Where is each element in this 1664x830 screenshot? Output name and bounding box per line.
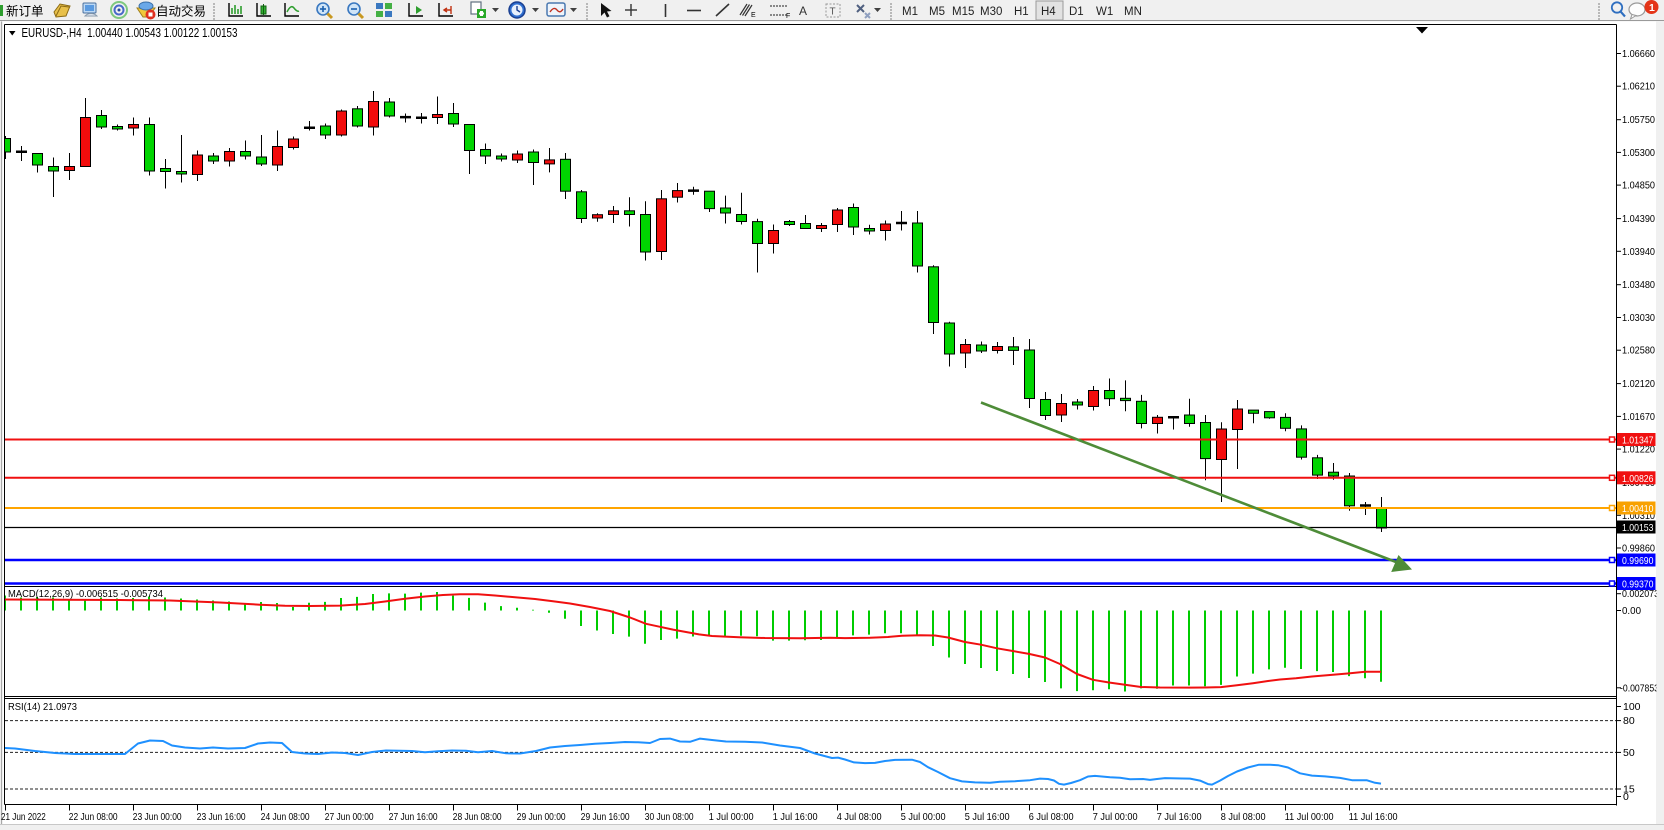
svg-text:0.00: 0.00: [1622, 605, 1641, 617]
svg-text:1.05300: 1.05300: [1622, 147, 1655, 159]
svg-text:1.00153: 1.00153: [1622, 522, 1654, 534]
svg-text:1 Jul 00:00: 1 Jul 00:00: [709, 811, 754, 823]
svg-text:0.99370: 0.99370: [1622, 579, 1654, 591]
svg-text:0.99860: 0.99860: [1622, 543, 1655, 555]
svg-text:29 Jun 00:00: 29 Jun 00:00: [517, 811, 566, 823]
svg-text:4 Jul 08:00: 4 Jul 08:00: [837, 811, 882, 823]
svg-text:1.04850: 1.04850: [1622, 180, 1655, 192]
svg-text:5 Jul 00:00: 5 Jul 00:00: [901, 811, 946, 823]
svg-text:-0.007853: -0.007853: [1620, 682, 1659, 694]
svg-text:T: T: [830, 7, 836, 18]
svg-text:27 Jun 16:00: 27 Jun 16:00: [389, 811, 438, 823]
svg-text:5 Jul 16:00: 5 Jul 16:00: [965, 811, 1010, 823]
svg-text:50: 50: [1623, 747, 1635, 759]
svg-text:1.03940: 1.03940: [1622, 246, 1655, 258]
svg-text:MN: MN: [1124, 6, 1142, 18]
svg-text:RSI(14) 21.0973: RSI(14) 21.0973: [8, 701, 77, 713]
svg-text:1.06210: 1.06210: [1622, 81, 1655, 93]
svg-text:1.00410: 1.00410: [1622, 503, 1654, 515]
svg-text:1.02120: 1.02120: [1622, 378, 1655, 390]
svg-text:W1: W1: [1096, 6, 1113, 18]
svg-text:15: 15: [1623, 784, 1635, 796]
svg-text:24 Jun 08:00: 24 Jun 08:00: [261, 811, 310, 823]
svg-text:M15: M15: [952, 6, 974, 18]
svg-text:100: 100: [1623, 701, 1641, 713]
svg-text:M30: M30: [980, 6, 1002, 18]
svg-text:A: A: [799, 4, 807, 18]
svg-text:1.06660: 1.06660: [1622, 48, 1655, 60]
svg-text:1.00826: 1.00826: [1622, 473, 1654, 485]
svg-text:E: E: [751, 12, 756, 19]
svg-text:MACD(12,26,9) -0.006515 -0.005: MACD(12,26,9) -0.006515 -0.005734: [8, 588, 163, 600]
svg-text:EURUSD-,H4 1.00440 1.00543 1.: EURUSD-,H4 1.00440 1.00543 1.00122 1.001…: [22, 26, 238, 40]
svg-text:1.01670: 1.01670: [1622, 411, 1655, 423]
svg-text:1.02580: 1.02580: [1622, 345, 1655, 357]
svg-text:1.01220: 1.01220: [1622, 444, 1655, 456]
svg-text:1.01347: 1.01347: [1622, 435, 1654, 447]
svg-text:8 Jul 08:00: 8 Jul 08:00: [1221, 811, 1266, 823]
svg-text:1.03480: 1.03480: [1622, 279, 1655, 291]
svg-text:1 Jul 16:00: 1 Jul 16:00: [773, 811, 818, 823]
svg-text:H1: H1: [1014, 6, 1029, 18]
svg-text:M5: M5: [929, 6, 945, 18]
svg-text:7 Jul 16:00: 7 Jul 16:00: [1157, 811, 1202, 823]
svg-text:80: 80: [1623, 715, 1635, 727]
svg-text:22 Jun 08:00: 22 Jun 08:00: [69, 811, 118, 823]
svg-text:23 Jun 16:00: 23 Jun 16:00: [197, 811, 246, 823]
svg-text:0.99690: 0.99690: [1622, 555, 1654, 567]
svg-text:23 Jun 00:00: 23 Jun 00:00: [133, 811, 182, 823]
svg-text:自动交易: 自动交易: [156, 4, 206, 19]
svg-text:27 Jun 00:00: 27 Jun 00:00: [325, 811, 374, 823]
svg-text:11 Jul 16:00: 11 Jul 16:00: [1349, 811, 1398, 823]
svg-text:1: 1: [1649, 2, 1655, 14]
svg-text:1.05750: 1.05750: [1622, 114, 1655, 126]
svg-text:11 Jul 00:00: 11 Jul 00:00: [1285, 811, 1334, 823]
svg-text:30 Jun 08:00: 30 Jun 08:00: [645, 811, 694, 823]
svg-text:29 Jun 16:00: 29 Jun 16:00: [581, 811, 630, 823]
svg-text:0: 0: [1623, 791, 1629, 803]
svg-text:7 Jul 00:00: 7 Jul 00:00: [1093, 811, 1138, 823]
svg-text:1.03030: 1.03030: [1622, 312, 1655, 324]
svg-text:M1: M1: [902, 6, 918, 18]
svg-text:21 Jun 2022: 21 Jun 2022: [1, 811, 46, 823]
svg-text:F: F: [786, 13, 790, 20]
svg-text:H4: H4: [1041, 6, 1056, 18]
svg-text:D1: D1: [1069, 6, 1084, 18]
svg-text:28 Jun 08:00: 28 Jun 08:00: [453, 811, 502, 823]
svg-text:0.002073: 0.002073: [1622, 588, 1659, 600]
svg-text:新订单: 新订单: [6, 4, 44, 19]
svg-text:6 Jul 08:00: 6 Jul 08:00: [1029, 811, 1074, 823]
svg-text:1.04390: 1.04390: [1622, 213, 1655, 225]
